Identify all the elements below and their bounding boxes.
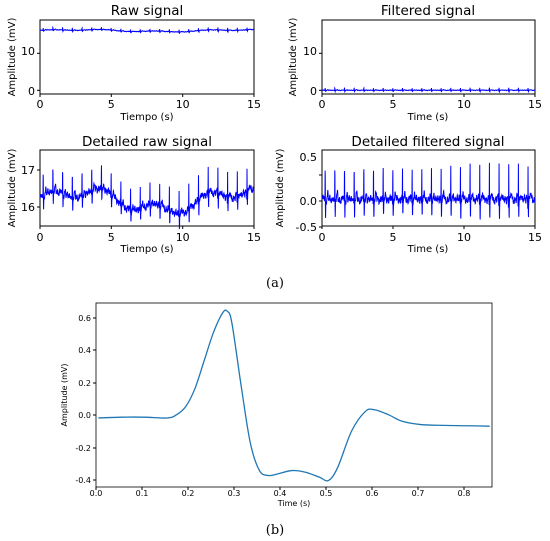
filtered-signal-ytick: 10	[303, 45, 317, 58]
detailed-raw-xlabel: Tiempo (s)	[119, 244, 173, 255]
detailed-raw-xtick: 15	[247, 231, 261, 244]
detailed-filtered-axes-frame	[321, 149, 536, 227]
filtered-signal-xlabel: Time (s)	[407, 112, 449, 123]
detailed-filtered-xtick: 15	[528, 231, 542, 244]
detailed-filtered-xlabel: Time (s)	[407, 244, 449, 255]
raw-signal-ytick: 10	[21, 45, 35, 58]
detailed-filtered-xtick: 0	[319, 231, 326, 244]
heartbeat-xtick: 0.8	[458, 489, 471, 498]
heartbeat-ytick: 0.2	[78, 379, 91, 388]
detailed-raw-ylabel: Amplitude (mV)	[7, 148, 18, 227]
heartbeat-xlabel: Time (s)	[277, 499, 311, 508]
filtered-signal-ylabel: Amplitude (mV)	[288, 17, 299, 96]
detailed-filtered-trace	[321, 162, 536, 220]
raw-signal-xtick: 15	[247, 98, 261, 111]
filtered-signal-ytick: 0	[310, 85, 317, 98]
heartbeat-ytick: -0.4	[75, 476, 91, 485]
filtered-signal-xtick: 10	[457, 98, 471, 111]
heartbeat-xtick: 0.6	[366, 489, 379, 498]
heartbeat-xtick: 0.2	[182, 489, 195, 498]
caption-a: (a)	[266, 276, 284, 291]
raw-signal-title: Raw signal	[111, 3, 184, 19]
heartbeat-trace	[98, 309, 490, 482]
raw-signal-ytick: 0	[28, 85, 35, 98]
raw-signal-xtick: 5	[108, 98, 115, 111]
detailed-filtered-ytick: -0.5	[296, 221, 317, 234]
heartbeat-xtick: 0.7	[412, 489, 425, 498]
detailed-raw-xtick: 10	[176, 231, 190, 244]
filtered-signal-title: Filtered signal	[381, 3, 475, 19]
heartbeat-xtick: 0.3	[228, 489, 241, 498]
heartbeat-ytick: 0.6	[78, 314, 91, 323]
heartbeat-xtick: 0.5	[320, 489, 333, 498]
filtered-signal-axes-frame	[321, 19, 536, 95]
raw-signal-trace	[39, 25, 255, 34]
heartbeat-xtick: 0.1	[136, 489, 149, 498]
filtered-signal-xtick: 5	[390, 98, 397, 111]
heartbeat-ytick: -0.2	[75, 444, 91, 453]
filtered-signal-trace	[321, 86, 536, 94]
detailed-filtered-ytick: 0.5	[300, 151, 318, 164]
raw-signal-xlabel: Tiempo (s)	[119, 112, 173, 123]
heartbeat-ylabel: Amplitude (mV)	[60, 363, 69, 426]
heartbeat-ytick: 0.4	[78, 346, 91, 355]
detailed-filtered-title: Detailed filtered signal	[351, 134, 504, 150]
raw-signal-axes-frame	[39, 19, 255, 95]
filtered-signal-chart: Filtered signal Amplitude (mV) Time (s) …	[288, 3, 542, 123]
caption-b: (b)	[266, 523, 284, 538]
detailed-filtered-ylabel: Amplitude (mV)	[275, 148, 286, 227]
raw-signal-ylabel: Amplitude (mV)	[7, 17, 18, 96]
detailed-raw-xtick: 0	[37, 231, 44, 244]
detailed-raw-signal-chart: Detailed raw signal Amplitude (mV) Tiemp…	[7, 134, 261, 255]
filtered-signal-xtick: 0	[319, 98, 326, 111]
raw-signal-xtick: 0	[37, 98, 44, 111]
detailed-raw-xtick: 5	[108, 231, 115, 244]
detailed-raw-axes-frame	[39, 149, 255, 227]
detailed-raw-ytick: 17	[21, 164, 35, 177]
heartbeat-ytick: 0.0	[78, 411, 91, 420]
detailed-raw-ytick: 16	[21, 201, 35, 214]
heartbeat-xtick: 0.0	[90, 489, 103, 498]
detailed-filtered-xtick: 10	[457, 231, 471, 244]
detailed-raw-title: Detailed raw signal	[82, 134, 212, 150]
filtered-signal-xtick: 15	[528, 98, 542, 111]
raw-signal-chart: Raw signal Amplitude (mV) Tiempo (s) 0 5…	[7, 3, 261, 123]
heartbeat-xtick: 0.4	[274, 489, 287, 498]
detailed-filtered-xtick: 5	[390, 231, 397, 244]
heartbeat-chart: Amplitude (mV) Time (s) 0.0 0.1 0.2 0.3 …	[60, 302, 493, 508]
heartbeat-axes-frame	[95, 302, 493, 488]
detailed-filtered-signal-chart: Detailed filtered signal Amplitude (mV) …	[275, 134, 542, 255]
detailed-raw-trace	[39, 165, 255, 230]
raw-signal-xtick: 10	[176, 98, 190, 111]
detailed-filtered-ytick: 0.0	[300, 195, 318, 208]
